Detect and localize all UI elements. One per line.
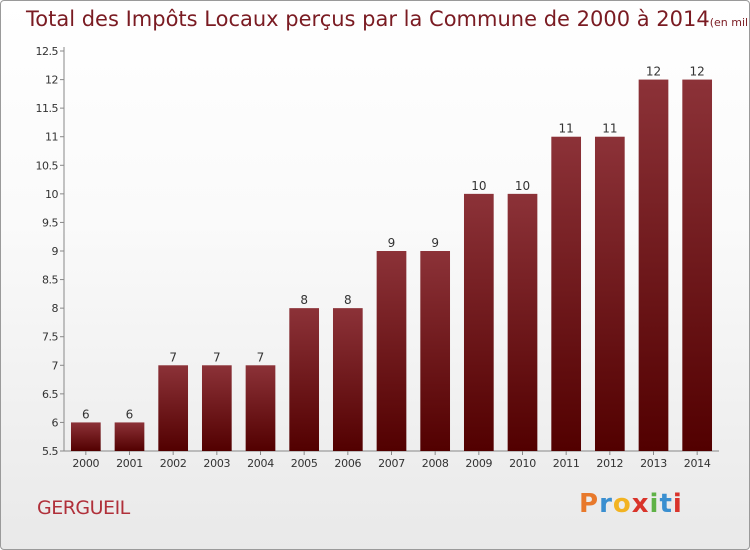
chart-unit: (en milliers d'€)	[709, 16, 750, 29]
bar-2006	[332, 308, 363, 451]
x-tick-label: 2007	[378, 457, 405, 470]
logo-letter: o	[612, 489, 632, 519]
x-tick-label: 2011	[553, 457, 580, 470]
data-label: 7	[257, 350, 265, 364]
x-tick-label: 2013	[640, 457, 667, 470]
y-tick-label: 9.5	[42, 216, 58, 229]
logo-letter: i	[672, 489, 683, 519]
logo-letter: x	[631, 489, 650, 519]
data-labels: 6 6 7 7 7 8 8 9 9 10 10 11 11 12 12	[82, 65, 705, 422]
bar-2005	[289, 308, 320, 451]
data-label: 7	[213, 350, 221, 364]
data-label: 11	[602, 122, 617, 136]
bar-2001	[114, 422, 145, 451]
bar-2011	[551, 136, 582, 451]
data-label: 12	[690, 65, 705, 79]
data-label: 12	[646, 65, 661, 79]
title-row: Total des Impôts Locaux perçus par la Co…	[26, 7, 750, 31]
y-tick-label: 6.5	[42, 388, 58, 401]
proxiti-logo: Proxiti	[579, 489, 683, 519]
bar-2008	[420, 251, 451, 451]
bar-2012	[594, 136, 625, 451]
data-label: 6	[126, 407, 134, 421]
data-label: 7	[169, 350, 177, 364]
y-tick-label: 8.5	[42, 274, 58, 287]
logo-letter: r	[599, 489, 613, 519]
bar-2002	[158, 365, 189, 451]
logo-letter: P	[579, 489, 600, 519]
y-tick-label: 11.5	[36, 102, 59, 115]
x-tick-label: 2009	[465, 457, 492, 470]
bar-2013	[638, 79, 669, 452]
bar-2007	[376, 251, 407, 451]
bar-2009	[463, 193, 494, 451]
chart-title: Total des Impôts Locaux perçus par la Co…	[26, 7, 710, 31]
data-label: 11	[559, 122, 574, 136]
data-label: 8	[344, 293, 352, 307]
bar-2010	[507, 193, 538, 451]
y-tick-label: 5.5	[42, 445, 58, 458]
bar-2004	[245, 365, 276, 451]
logo-letter: t	[659, 489, 673, 519]
data-label: 6	[82, 407, 90, 421]
x-tick-label: 2008	[422, 457, 449, 470]
y-tick-label: 10	[45, 188, 58, 201]
data-label: 9	[388, 236, 396, 250]
y-tick-label: 10.5	[36, 159, 59, 172]
x-tick-label: 2004	[247, 457, 274, 470]
logo-letter: i	[649, 489, 660, 519]
data-label: 8	[300, 293, 308, 307]
commune-name: GERGUEIL	[37, 497, 130, 519]
y-tick-label: 9	[52, 245, 59, 258]
x-tick-label: 2002	[160, 457, 187, 470]
x-tick-label: 2005	[291, 457, 318, 470]
y-tick-label: 7	[52, 359, 59, 372]
y-tick-label: 7.5	[42, 331, 58, 344]
y-tick-label: 12.5	[36, 45, 59, 58]
x-tick-label: 2001	[116, 457, 143, 470]
y-tick-label: 12	[45, 74, 58, 87]
x-tick-label: 2003	[203, 457, 230, 470]
bar-2014	[682, 79, 713, 452]
data-label: 9	[431, 236, 439, 250]
data-label: 10	[515, 179, 530, 193]
y-tick-label: 11	[45, 131, 58, 144]
x-tick-label: 2012	[596, 457, 623, 470]
y-tick-label: 8	[52, 302, 59, 315]
bars	[70, 79, 713, 452]
y-tick-label: 6	[52, 416, 59, 429]
axes: 5.5 6 6.5 7 7.5 8 8.5 9 9.5 10 10.5 11 11.5 12 12.5 200…	[36, 45, 719, 470]
data-label: 10	[471, 179, 486, 193]
x-tick-label: 2006	[334, 457, 361, 470]
x-tick-label: 2000	[72, 457, 99, 470]
x-tick-label: 2014	[684, 457, 711, 470]
bar-2003	[201, 365, 232, 451]
x-tick-label: 2010	[509, 457, 536, 470]
bar-2000	[70, 422, 101, 451]
